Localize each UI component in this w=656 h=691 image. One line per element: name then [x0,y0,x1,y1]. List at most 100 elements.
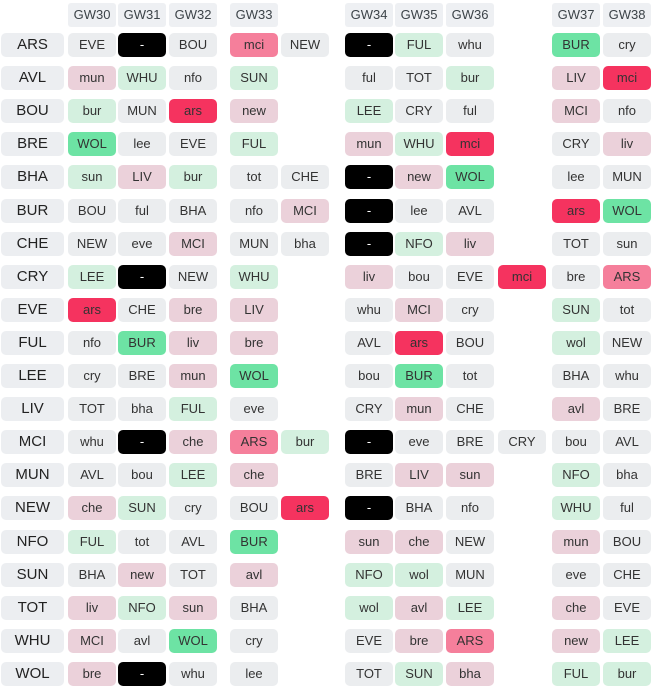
fixture-cell: nfo [603,99,651,123]
fixture-cell: FUL [552,662,600,686]
fixture-cell: WHU [230,265,278,289]
gameweek-header-gw36: GW36 [446,3,494,27]
team-label-bre: BRE [1,132,64,156]
fixture-cell: AVL [169,530,217,554]
fixture-cell: bou [118,463,166,487]
blank-gameweek-cell: - [345,199,393,223]
fixture-cell: liv [603,132,651,156]
fixture-cell: BUR [395,364,443,388]
fixture-cell: wol [552,331,600,355]
fixture-cell: new [552,629,600,653]
fixture-cell: BHA [395,496,443,520]
fixture-cell: LEE [345,99,393,123]
fixture-cell: WOL [169,629,217,653]
fixture-cell: MUN [118,99,166,123]
fixture-cell: TOT [552,232,600,256]
fixture-cell: che [169,430,217,454]
blank-gameweek-cell: - [118,662,166,686]
fixture-cell: EVE [446,265,494,289]
fixture-cell: lee [552,165,600,189]
fixture-cell: che [68,496,116,520]
fixture-cell: LIV [395,463,443,487]
fixture-cell: BOU [603,530,651,554]
fixture-cell: lee [118,132,166,156]
fixture-cell: bha [281,232,329,256]
fixture-cell: LIV [230,298,278,322]
fixture-cell: MUN [230,232,278,256]
fixture-cell: sun [446,463,494,487]
fixture-cell: bre [230,331,278,355]
gameweek-header-gw35: GW35 [395,3,443,27]
fixture-cell: NEW [169,265,217,289]
fixture-cell: ars [281,496,329,520]
team-label-ful: FUL [1,331,64,355]
fixture-cell: avl [230,563,278,587]
fixture-cell: mci [603,66,651,90]
fixture-cell: avl [552,397,600,421]
fixture-cell: CHE [603,563,651,587]
blank-gameweek-cell: - [345,232,393,256]
fixture-cell: lee [395,199,443,223]
fixture-cell: MCI [552,99,600,123]
fixture-cell: EVE [603,596,651,620]
team-label-new: NEW [1,496,64,520]
fixture-cell: BRE [446,430,494,454]
team-label-nfo: NFO [1,530,64,554]
fixture-cell: NFO [118,596,166,620]
fixture-cell: liv [68,596,116,620]
fixture-cell: cry [603,33,651,57]
fixture-cell: TOT [169,563,217,587]
team-label-ars: ARS [1,33,64,57]
gameweek-header-gw30: GW30 [68,3,116,27]
fixture-cell: eve [118,232,166,256]
fixture-cell: CRY [552,132,600,156]
fixture-cell: AVL [68,463,116,487]
fixture-cell: liv [446,232,494,256]
fixture-cell: whu [603,364,651,388]
fixture-cell: bou [552,430,600,454]
blank-gameweek-cell: - [118,430,166,454]
fixture-cell: che [395,530,443,554]
fixture-cell: wol [395,563,443,587]
fixture-cell: MUN [603,165,651,189]
fixture-cell: mci [498,265,546,289]
team-label-mun: MUN [1,463,64,487]
fixture-cell: ARS [446,629,494,653]
blank-gameweek-cell: - [345,496,393,520]
fixture-cell: bha [446,662,494,686]
fixture-cell: FUL [230,132,278,156]
team-label-avl: AVL [1,66,64,90]
gameweek-header-gw34: GW34 [345,3,393,27]
fixture-cell: WOL [68,132,116,156]
team-label-whu: WHU [1,629,64,653]
fixture-cell: MCI [395,298,443,322]
fixture-cell: LIV [118,165,166,189]
fixture-cell: CHE [446,397,494,421]
fixture-cell: WHU [395,132,443,156]
fixture-cell: cry [68,364,116,388]
fixture-cell: LEE [68,265,116,289]
gameweek-header-gw32: GW32 [169,3,217,27]
fixture-cell: ars [395,331,443,355]
gameweek-header-gw37: GW37 [552,3,600,27]
blank-gameweek-cell: - [118,265,166,289]
fixture-cell: nfo [446,496,494,520]
fixture-cell: EVE [345,629,393,653]
fixture-cell: lee [230,662,278,686]
blank-gameweek-cell: - [345,33,393,57]
fixture-cell: bre [395,629,443,653]
fixture-cell: cry [230,629,278,653]
fixture-cell: SUN [118,496,166,520]
fixture-cell: NFO [552,463,600,487]
fixture-cell: FUL [169,397,217,421]
fixture-cell: ARS [230,430,278,454]
fixture-cell: CHE [281,165,329,189]
fixture-cell: tot [446,364,494,388]
fixture-cell: EVE [169,132,217,156]
fixture-cell: sun [345,530,393,554]
fixture-cell: whu [68,430,116,454]
fixture-cell: SUN [230,66,278,90]
fixture-cell: bha [603,463,651,487]
fixture-cell: CRY [395,99,443,123]
